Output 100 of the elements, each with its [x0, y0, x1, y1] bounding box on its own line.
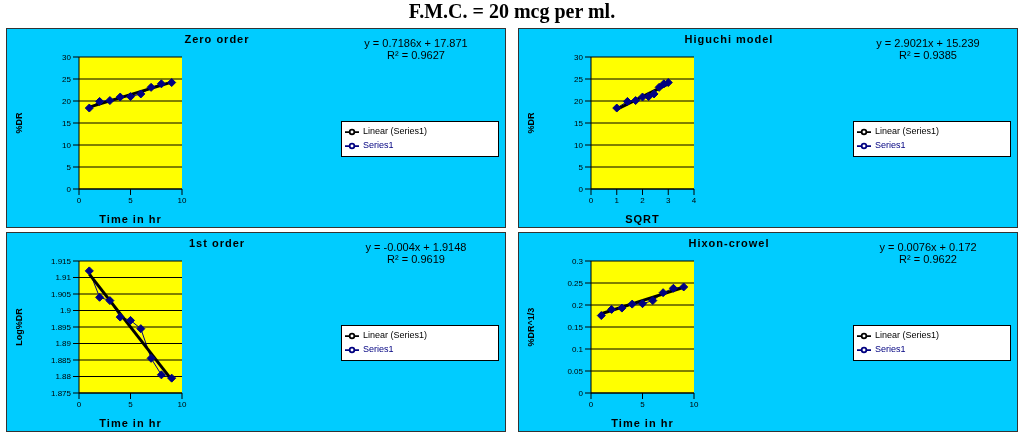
point: [631, 96, 641, 106]
y-tick-label: 0.3: [571, 256, 584, 266]
y-tick-label: 20: [574, 96, 584, 106]
text: Zero order: [184, 33, 250, 45]
point: [654, 82, 664, 92]
point: [146, 82, 156, 92]
text: 1st order: [187, 237, 247, 249]
y-tick-label: 25: [62, 74, 72, 84]
text: R² = 0.9385: [898, 49, 958, 61]
y-tick-label: 1.915: [50, 256, 72, 266]
y-tick-label: 1.875: [50, 388, 72, 398]
point: [115, 92, 125, 102]
text: Higuchi model: [684, 33, 774, 45]
text: Hixon-crowel: [687, 237, 771, 249]
text: R² = 0.9627: [386, 49, 446, 61]
text: F.M.C. = 20 mcg per ml.: [408, 0, 616, 24]
y-tick-label: 1.91: [55, 273, 72, 283]
point: [126, 92, 135, 102]
point: [136, 324, 146, 334]
point: [649, 89, 659, 99]
y-tick-label: 1.89: [55, 339, 72, 349]
legend-label: Linear (Series1): [363, 126, 428, 137]
x-tick-label: 10: [177, 195, 187, 205]
legend-label: Series1: [363, 140, 394, 151]
point: [95, 96, 105, 106]
x-tick-label: 3: [666, 195, 672, 205]
point: [627, 299, 637, 309]
y-axis-title: %DR: [526, 112, 537, 134]
x-tick-label: 1: [614, 195, 620, 205]
text: y = 2.9021x + 15.239: [875, 37, 981, 49]
text: y = 0.7186x + 17.871: [363, 37, 469, 49]
x-axis-title: Time in hr: [99, 213, 162, 225]
point: [668, 283, 678, 293]
point: [679, 282, 689, 292]
x-tick-label: 0: [588, 195, 594, 205]
point: [156, 370, 166, 380]
x-axis-title: SQRT: [625, 213, 660, 225]
point: [146, 353, 156, 363]
legend-label: Linear (Series1): [875, 330, 940, 341]
x-tick-label: 5: [640, 399, 646, 409]
point: [115, 312, 125, 322]
point: [644, 92, 654, 102]
y-tick-label: 10: [574, 140, 584, 150]
point: [126, 315, 135, 325]
text: R² = 0.9622: [898, 253, 958, 265]
point: [136, 89, 146, 99]
y-tick-label: 0.05: [567, 366, 584, 376]
x-tick-label: 10: [689, 399, 699, 409]
point: [622, 96, 632, 106]
y-tick-label: 0.2: [571, 300, 584, 310]
y-tick-label: 15: [62, 118, 72, 128]
y-axis-title: %DR: [14, 112, 25, 134]
point: [612, 103, 622, 113]
point: [84, 266, 94, 276]
x-tick-label: 0: [588, 399, 594, 409]
y-axis-title: Log%DR: [14, 307, 25, 346]
x-axis-title: Time in hr: [611, 417, 674, 429]
point: [95, 292, 105, 302]
y-tick-label: 5: [66, 162, 72, 172]
point: [167, 78, 177, 88]
legend-label: Series1: [363, 344, 394, 355]
x-tick-label: 0: [76, 399, 82, 409]
point: [638, 299, 647, 309]
point: [617, 303, 627, 313]
legend-label: Series1: [875, 344, 906, 355]
text: R² = 0.9619: [386, 253, 446, 265]
point: [638, 92, 647, 102]
legend-label: Linear (Series1): [875, 126, 940, 137]
point: [648, 296, 658, 306]
y-tick-label: 20: [62, 96, 72, 106]
y-tick-label: 1.895: [50, 322, 72, 332]
x-tick-label: 10: [177, 399, 187, 409]
y-tick-label: 0: [578, 184, 584, 194]
point: [167, 373, 177, 383]
y-tick-label: 0.1: [571, 344, 584, 354]
point: [105, 96, 115, 106]
legend-label: Series1: [875, 140, 906, 151]
text: y = 0.0076x + 0.172: [878, 241, 978, 253]
y-tick-label: 0: [66, 184, 72, 194]
y-tick-label: 0.15: [567, 322, 584, 332]
x-tick-label: 5: [128, 195, 134, 205]
text: y = -0.004x + 1.9148: [364, 241, 468, 253]
legend-label: Linear (Series1): [363, 330, 428, 341]
y-tick-label: 30: [574, 52, 584, 62]
x-tick-label: 2: [640, 195, 646, 205]
y-tick-label: 30: [62, 52, 72, 62]
point: [156, 79, 166, 89]
y-tick-label: 0.25: [567, 278, 584, 288]
point: [596, 311, 606, 321]
point: [658, 288, 668, 298]
point: [105, 296, 115, 306]
x-axis-title: Time in hr: [99, 417, 162, 429]
x-tick-label: 4: [691, 195, 697, 205]
y-axis-title: %DR^1/3: [526, 307, 537, 347]
point: [607, 304, 617, 314]
y-tick-label: 1.885: [50, 355, 72, 365]
y-tick-label: 1.88: [55, 372, 72, 382]
x-tick-label: 5: [128, 399, 134, 409]
point: [84, 103, 94, 113]
y-tick-label: 5: [578, 162, 584, 172]
